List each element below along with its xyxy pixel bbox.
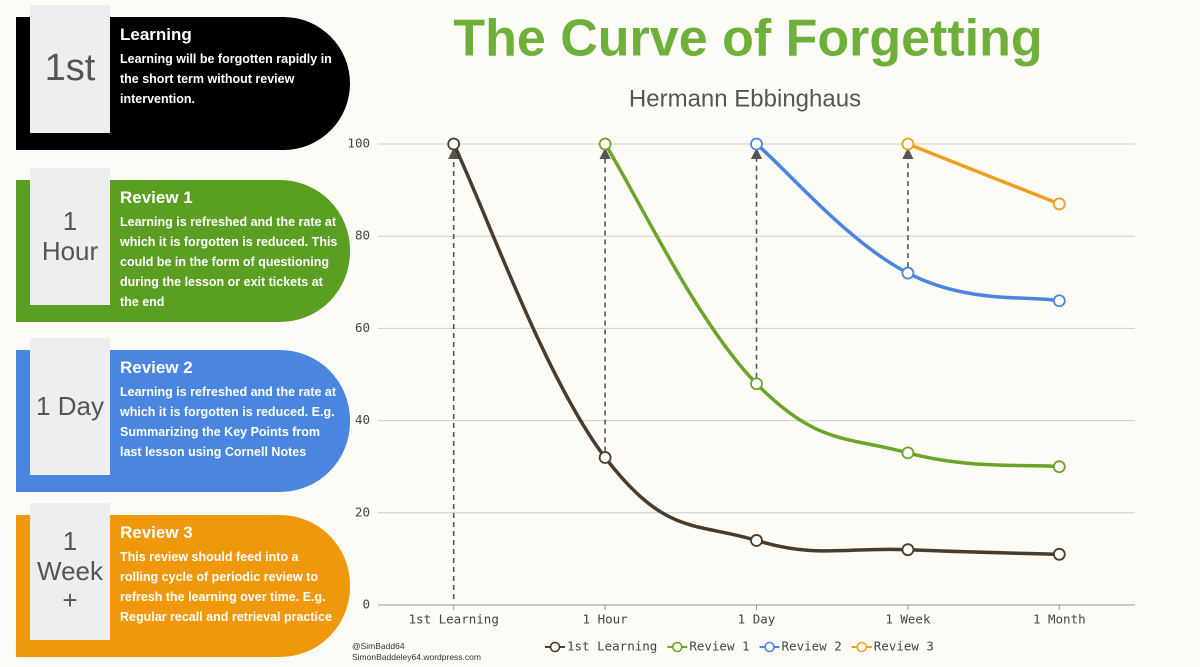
panel-text: This review should feed into a rolling c… <box>120 550 332 624</box>
chart-subtitle: Hermann Ebbinghaus <box>629 85 861 112</box>
legend-label: Review 3 <box>874 639 934 654</box>
time-tag-line: 1 Day <box>36 390 104 421</box>
point <box>750 534 763 547</box>
point <box>1052 460 1066 474</box>
time-tag-line: Hour <box>41 235 99 266</box>
time-tag-line: 1 <box>62 205 78 236</box>
legend-label: Review 2 <box>782 639 842 654</box>
y-tick-label: 40 <box>355 412 370 427</box>
legend-swatch <box>549 641 561 653</box>
y-tick-label: 100 <box>347 136 370 151</box>
point <box>750 377 763 391</box>
point <box>1052 547 1066 561</box>
y-tick-label: 60 <box>355 320 370 335</box>
info-panel: 1st Learning Learning will be forgotten ra… <box>16 5 350 150</box>
time-tag-line: 1 <box>62 525 78 556</box>
panel-heading: Review 1 <box>120 188 193 207</box>
panel-heading: Review 2 <box>120 358 193 377</box>
point <box>901 137 915 151</box>
point <box>750 137 763 151</box>
point <box>1052 294 1066 308</box>
credit: @SimBadd64 <box>352 641 405 651</box>
time-tag: 1 Day <box>30 338 110 475</box>
x-tick-label: 1 Month <box>1033 612 1086 627</box>
x-tick-label: 1 Day <box>738 612 776 627</box>
panel-text: Learning will be forgotten rapidly in th… <box>120 52 332 106</box>
legend-label: 1st Learning <box>567 639 657 654</box>
point <box>901 446 915 460</box>
point <box>598 451 612 464</box>
legend-swatch <box>672 641 683 653</box>
point <box>901 266 915 280</box>
panel-heading: Review 3 <box>120 523 193 542</box>
chart-title: The Curve of Forgetting <box>453 10 1042 68</box>
time-tag: 1 Week + <box>30 503 110 640</box>
point <box>598 137 612 151</box>
legend-swatch <box>764 641 775 653</box>
point <box>901 543 915 557</box>
panel-text: Learning is refreshed and the rate at wh… <box>120 385 337 459</box>
credit: SimonBaddeley64.wordpress.com <box>352 652 481 662</box>
time-tag: 1st <box>30 5 110 133</box>
x-tick-label: 1 Hour <box>583 612 629 627</box>
time-tag-line: 1st <box>44 47 96 90</box>
time-tag-line: + <box>62 585 78 616</box>
legend-swatch <box>856 641 868 653</box>
time-tag: 1 Hour <box>30 168 110 305</box>
info-panel: 1 Day Review 2 Learning is refreshed and t… <box>16 338 350 492</box>
info-panel: 1 Hour Review 1 Learning is refreshed and t… <box>16 168 350 322</box>
point <box>1052 197 1066 211</box>
series-line <box>452 143 1060 557</box>
legend-label: Review 1 <box>689 639 749 654</box>
y-tick-label: 80 <box>355 228 370 243</box>
time-tag-line: Week <box>37 555 103 586</box>
series-line <box>907 142 1060 206</box>
panel-text: Learning is refreshed and the rate at wh… <box>120 215 338 309</box>
series-line <box>603 143 1060 469</box>
info-panel: 1 Week + Review 3 This review should feed in… <box>16 503 350 657</box>
panel-heading: Learning <box>120 25 192 44</box>
x-tick-label: 1st Learning <box>409 612 499 627</box>
point <box>447 137 461 151</box>
y-tick-label: 0 <box>362 597 370 612</box>
y-tick-label: 20 <box>355 504 370 519</box>
x-tick-label: 1 Week <box>885 612 931 627</box>
